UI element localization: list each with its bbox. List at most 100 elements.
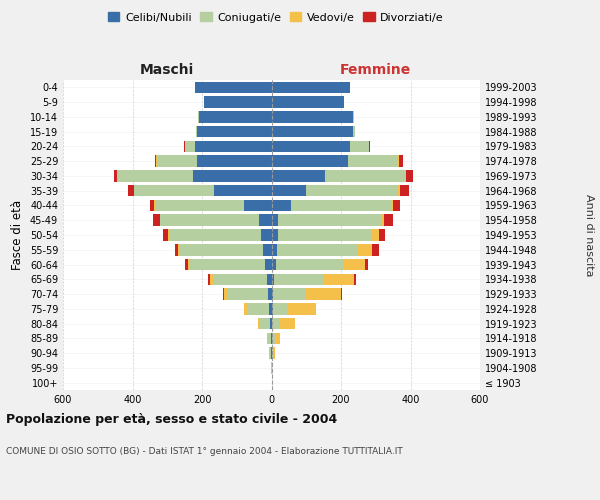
Bar [271,274,274,285]
Text: Maschi: Maschi [140,64,194,78]
Bar [271,126,355,138]
Bar [265,259,271,270]
Bar [271,214,278,226]
Bar [210,274,271,285]
Legend: Celibi/Nubili, Coniugati/e, Vedovi/e, Divorziati/e: Celibi/Nubili, Coniugati/e, Vedovi/e, Di… [104,8,448,27]
Bar [268,332,271,344]
Bar [195,82,271,93]
Bar [271,244,379,256]
Bar [271,170,325,181]
Bar [271,259,368,270]
Bar [271,156,398,167]
Bar [271,332,275,344]
Bar [244,303,271,314]
Bar [261,229,271,241]
Bar [179,244,271,256]
Bar [116,170,271,181]
Bar [271,318,272,330]
Bar [271,318,279,330]
Bar [271,274,323,285]
Text: Anni di nascita: Anni di nascita [584,194,594,276]
Bar [163,229,271,241]
Bar [271,244,358,256]
Text: Popolazione per età, sesso e stato civile - 2004: Popolazione per età, sesso e stato civil… [6,412,337,426]
Bar [271,200,400,211]
Bar [228,288,271,300]
Bar [271,288,341,300]
Bar [204,96,271,108]
Bar [271,229,278,241]
Bar [271,244,372,256]
Bar [271,96,344,108]
Bar [175,244,271,256]
Bar [271,156,348,167]
Bar [271,303,316,314]
Bar [198,111,271,122]
Bar [160,214,271,226]
Bar [271,214,385,226]
Bar [271,185,398,196]
Bar [271,332,280,344]
Bar [263,244,271,256]
Bar [114,170,271,181]
Bar [185,140,271,152]
Bar [271,348,275,359]
Bar [134,185,271,196]
Bar [271,214,393,226]
Bar [214,274,271,285]
Bar [128,185,271,196]
Bar [259,214,271,226]
Bar [154,200,271,211]
Bar [204,96,271,108]
Bar [271,348,275,359]
Bar [197,126,271,138]
Bar [160,214,271,226]
Bar [271,348,273,359]
Bar [271,140,369,152]
Bar [260,318,271,330]
Bar [271,170,405,181]
Bar [271,303,272,314]
Y-axis label: Fasce di età: Fasce di età [11,200,24,270]
Bar [155,200,271,211]
Bar [258,318,271,330]
Bar [117,170,271,181]
Bar [271,288,305,300]
Bar [271,126,355,138]
Bar [271,259,344,270]
Bar [271,96,344,108]
Bar [190,259,271,270]
Bar [268,332,271,344]
Bar [196,126,271,138]
Bar [271,82,350,93]
Bar [271,126,353,138]
Bar [271,156,399,167]
Bar [169,229,271,241]
Bar [271,140,369,152]
Bar [271,274,354,285]
Bar [271,82,350,93]
Bar [268,332,271,344]
Text: Femmine: Femmine [340,64,412,78]
Bar [154,214,271,226]
Bar [157,156,271,167]
Bar [271,96,344,108]
Bar [195,82,271,93]
Bar [269,303,271,314]
Bar [270,348,271,359]
Bar [247,303,271,314]
Bar [196,126,271,138]
Bar [208,274,271,285]
Bar [196,126,271,138]
Bar [204,96,271,108]
Bar [178,244,271,256]
Bar [155,156,271,167]
Bar [224,288,271,300]
Bar [271,82,350,93]
Bar [244,200,271,211]
Bar [271,259,365,270]
Bar [244,303,271,314]
Bar [271,82,350,93]
Bar [157,156,271,167]
Bar [223,288,271,300]
